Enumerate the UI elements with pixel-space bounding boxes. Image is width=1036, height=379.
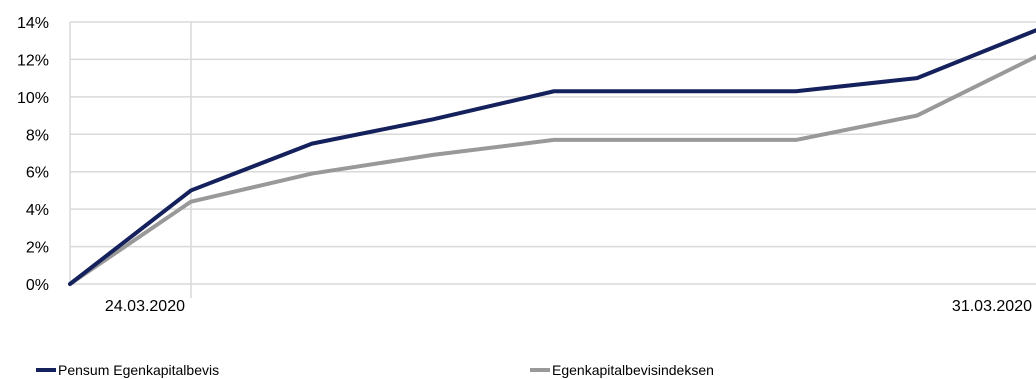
legend-label-pensum: Pensum Egenkapitalbevis <box>58 362 220 378</box>
y-tick-label: 12% <box>17 52 49 69</box>
y-axis-ticks: 0% 2% 4% 6% 8% 10% 12% 14% <box>17 15 49 294</box>
legend-label-index: Egenkapitalbevisindeksen <box>552 362 714 378</box>
x-axis-ticks: 24.03.2020 31.03.2020 <box>105 298 1032 315</box>
y-tick-label: 10% <box>17 90 49 107</box>
y-tick-label: 2% <box>26 240 49 257</box>
series-lines <box>68 28 1036 286</box>
grid <box>69 21 1036 298</box>
x-tick-label: 31.03.2020 <box>952 298 1032 315</box>
y-tick-label: 6% <box>26 165 49 182</box>
y-tick-label: 14% <box>17 15 49 32</box>
x-tick-label: 24.03.2020 <box>105 298 185 315</box>
legend-item-index: Egenkapitalbevisindeksen <box>530 362 714 378</box>
y-tick-label: 0% <box>26 277 49 294</box>
y-tick-label: 8% <box>26 127 49 144</box>
legend-swatch-index <box>530 368 550 372</box>
legend-swatch-pensum <box>36 368 56 372</box>
legend-item-pensum: Pensum Egenkapitalbevis <box>36 362 219 378</box>
y-tick-label: 4% <box>26 202 49 219</box>
